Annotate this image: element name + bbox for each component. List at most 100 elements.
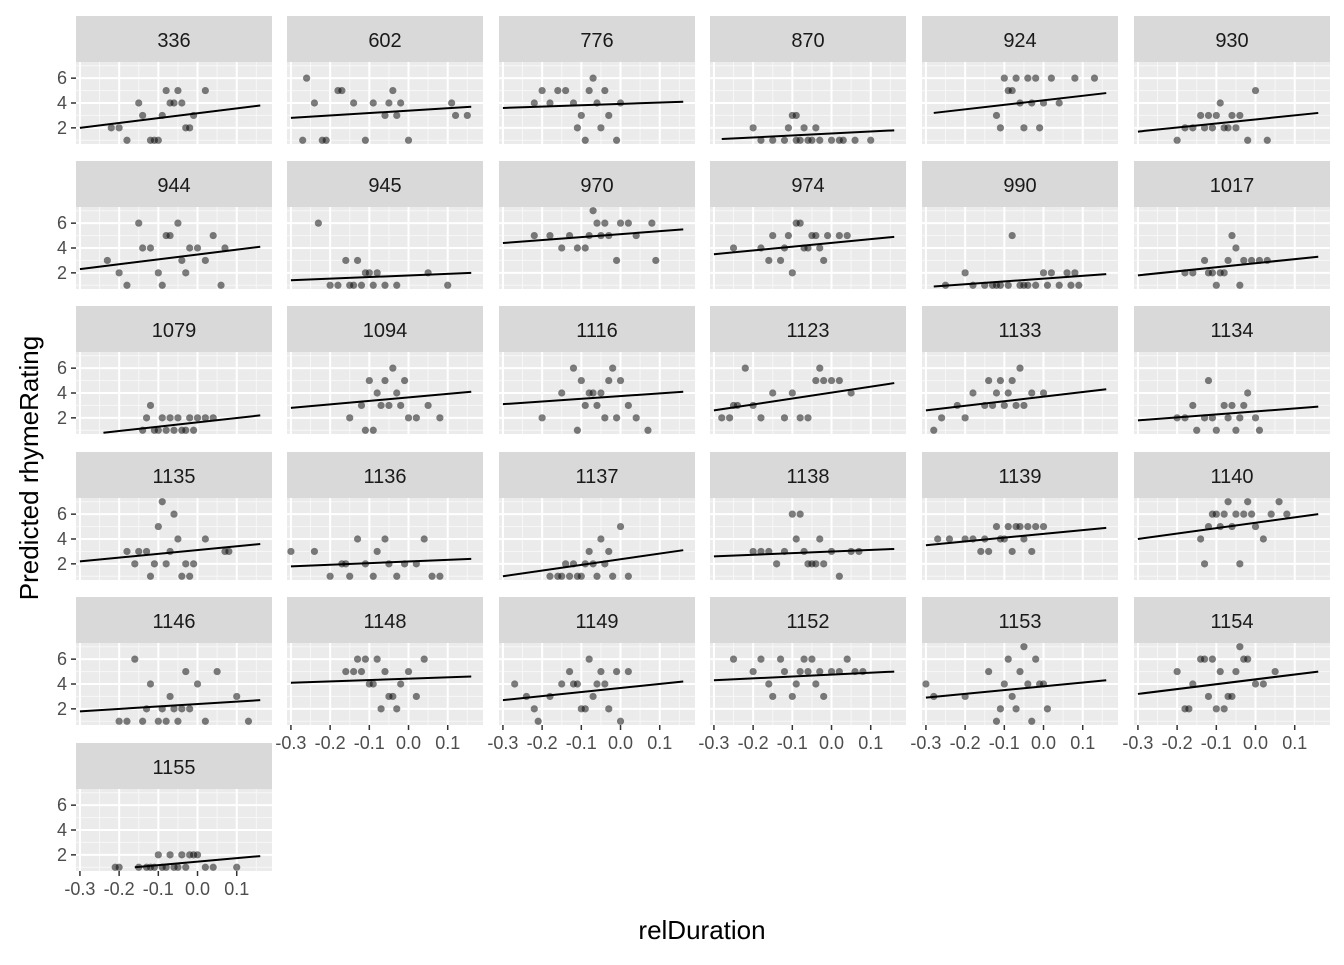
data-point [573,124,582,132]
x-tick-label: -0.1 [143,879,174,899]
data-point [389,692,397,701]
facet-strip [76,452,272,498]
y-tick-label: 4 [57,238,67,258]
data-point [977,547,985,556]
data-point [404,414,413,422]
data-point [107,124,115,132]
data-point [1024,522,1032,531]
facet-panel: 1146 2 4 6 [57,597,272,725]
data-point [353,256,362,265]
data-point [788,269,796,277]
data-point [843,231,851,240]
data-point [1189,680,1197,688]
data-point [1244,136,1252,144]
data-point [385,99,393,107]
data-point [581,401,589,410]
data-point [448,99,456,107]
data-point [1208,269,1216,277]
data-point [353,655,362,663]
data-point [554,86,562,95]
data-point [1012,705,1020,713]
facet-panel: 1152 -0.3 -0.2 -0.1 0.0 0.1 [698,597,906,753]
facet-label: 1136 [363,466,406,488]
x-tick-label: 0.1 [1070,733,1095,753]
data-point [1236,111,1244,120]
x-tick-label: -0.1 [1201,733,1232,753]
data-point [154,851,162,859]
data-point [393,389,401,397]
data-point [150,560,158,568]
data-point [1200,560,1209,568]
x-tick-label: 0.1 [1282,733,1307,753]
data-point [796,219,804,227]
data-point [373,269,381,277]
fit-line [134,855,261,869]
data-point [369,281,377,289]
fit-line [713,235,895,256]
data-point [1208,414,1216,422]
data-point [310,547,319,556]
data-point [816,364,824,372]
data-point [749,124,757,132]
facet-label: 1094 [363,320,408,342]
data-point [1012,401,1020,410]
facet-panel: 945 [287,161,483,289]
data-point [162,560,170,568]
data-point [812,680,820,688]
data-point [577,376,585,385]
data-point [1208,655,1216,663]
x-tick-label: -0.3 [275,733,306,753]
data-point [1251,522,1260,531]
data-point [843,655,851,663]
data-point [412,692,420,701]
facet-label: 930 [1215,30,1248,52]
data-point [201,256,209,265]
fit-line [502,228,684,245]
data-point [565,572,574,580]
data-point [812,124,820,132]
data-point [788,692,796,701]
data-point [369,99,377,107]
x-tick-label: 0.0 [396,733,421,753]
data-point [1004,281,1012,289]
y-tick-label: 2 [57,263,67,283]
data-point [393,111,401,120]
data-point [1004,389,1012,397]
data-point [174,219,182,227]
data-point [1032,281,1040,289]
y-tick-label: 6 [57,795,67,815]
x-tick-label: 0.1 [224,879,249,899]
data-point [139,111,147,120]
x-tick-label: -0.3 [910,733,941,753]
facet-label: 1152 [786,611,829,633]
facet-label: 1135 [152,466,195,488]
data-point [784,231,793,240]
facet-label: 1140 [1210,466,1253,488]
data-point [938,414,946,422]
facet-panel: 1079 2 4 6 [57,306,272,434]
data-point [573,244,582,252]
data-point [1189,269,1197,277]
data-point [961,269,969,277]
facet-strip [710,161,906,207]
data-point [1263,136,1271,144]
data-point [616,219,625,227]
data-point [780,667,789,676]
data-point [530,99,538,107]
data-point [193,414,202,422]
data-point [182,269,190,277]
y-tick-label: 2 [57,699,67,719]
data-point [1012,74,1020,82]
data-point [135,99,143,107]
data-point [769,389,777,397]
data-point [1224,124,1232,132]
data-point [1024,680,1032,688]
fit-line [1137,670,1319,695]
data-point [287,547,295,556]
data-point [757,136,765,144]
data-point [381,111,389,120]
data-point [1008,692,1016,701]
data-point [178,572,186,580]
facet-strip [1134,16,1330,62]
